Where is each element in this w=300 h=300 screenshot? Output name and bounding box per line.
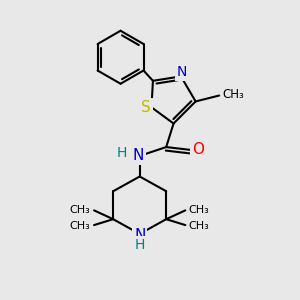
Text: CH₃: CH₃ <box>70 221 91 231</box>
Text: H: H <box>117 146 127 160</box>
Text: O: O <box>192 142 204 158</box>
Text: CH₃: CH₃ <box>222 88 244 100</box>
Text: CH₃: CH₃ <box>70 205 91 215</box>
Text: N: N <box>176 65 187 79</box>
Text: S: S <box>141 100 151 115</box>
Text: CH₃: CH₃ <box>189 221 210 231</box>
Text: N: N <box>133 148 144 164</box>
Text: CH₃: CH₃ <box>189 205 210 215</box>
Text: H: H <box>134 238 145 252</box>
Text: N: N <box>134 228 146 243</box>
